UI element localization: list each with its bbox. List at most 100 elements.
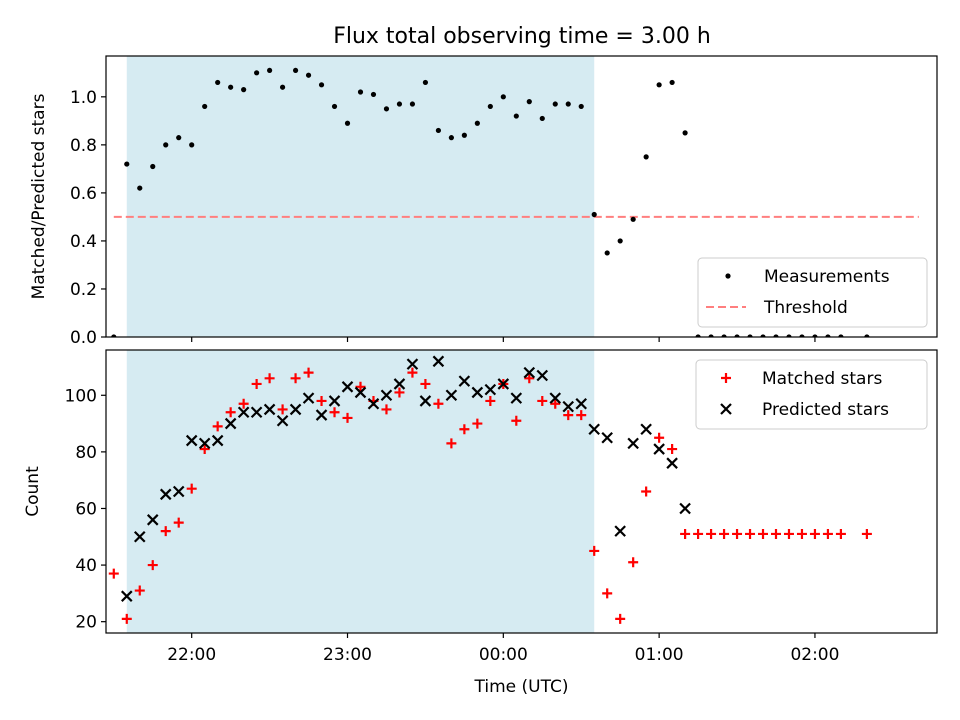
- measurement-point: [448, 135, 454, 141]
- matched-point: [420, 378, 431, 389]
- matched-point: [693, 528, 704, 539]
- matched-point: [446, 438, 457, 449]
- measurement-point: [825, 334, 831, 337]
- y-tick-label: 0.4: [70, 232, 97, 252]
- matched-point: [563, 410, 574, 421]
- matched-point: [433, 398, 444, 409]
- matched-point: [628, 557, 639, 568]
- measurement-point: [708, 334, 714, 337]
- matched-point: [511, 415, 522, 426]
- legend-box: [695, 359, 928, 430]
- predicted-point: [562, 400, 575, 413]
- measurement-point: [344, 120, 351, 126]
- y-tick-label: 0.6: [70, 184, 97, 204]
- x-tick-label: 22:00: [167, 645, 216, 665]
- measurement-point: [526, 99, 532, 105]
- y-tick-label: 80: [75, 443, 97, 463]
- matched-point: [277, 404, 288, 415]
- legend-label: Threshold: [763, 298, 848, 318]
- measurement-point: [630, 216, 636, 222]
- series-predicted-stars: [120, 355, 691, 602]
- measurement-point: [617, 238, 623, 244]
- measurement-point: [318, 82, 325, 88]
- measurement-point: [305, 72, 312, 78]
- x-axis-label: Time (UTC): [474, 677, 569, 697]
- predicted-point: [328, 395, 341, 407]
- x-tick-label: 02:00: [790, 645, 839, 665]
- predicted-point: [159, 488, 172, 501]
- predicted-point: [614, 525, 626, 537]
- predicted-point: [588, 423, 600, 436]
- measurement-point: [124, 161, 130, 167]
- matched-point: [770, 528, 781, 539]
- measurement-point: [591, 211, 597, 218]
- legend-marker-predicted: [720, 403, 732, 415]
- matched-point: [108, 568, 119, 579]
- predicted-point: [575, 397, 588, 410]
- predicted-point: [601, 431, 613, 444]
- measurement-point: [487, 103, 493, 110]
- measurement-point: [682, 130, 688, 136]
- predicted-point: [250, 406, 263, 419]
- predicted-point: [354, 386, 367, 399]
- measurement-point: [279, 84, 286, 90]
- predicted-point: [432, 355, 445, 368]
- matched-point: [329, 407, 340, 418]
- measurement-point: [370, 91, 377, 98]
- series-measurements: [111, 67, 870, 337]
- predicted-point: [666, 457, 678, 469]
- matched-point: [641, 486, 652, 497]
- predicted-point: [120, 590, 133, 602]
- legend: Measurements Threshold: [697, 257, 928, 328]
- measurement-point: [228, 84, 234, 90]
- y-tick-label: 0.2: [70, 280, 97, 300]
- matched-point: [316, 395, 327, 406]
- legend-box: [697, 257, 928, 328]
- predicted-point: [263, 403, 276, 416]
- matched-point: [290, 373, 301, 384]
- measurement-point: [773, 334, 779, 337]
- matched-point: [783, 528, 794, 539]
- predicted-point: [367, 397, 380, 410]
- observing-span: [126, 56, 595, 337]
- predicted-point: [510, 392, 523, 404]
- measurement-point: [552, 101, 558, 107]
- measurement-point: [539, 115, 545, 122]
- measurement-point: [838, 334, 844, 337]
- matched-point: [121, 613, 132, 624]
- measurement-point: [721, 334, 727, 337]
- matched-point: [199, 444, 210, 455]
- measurement-point: [734, 334, 740, 337]
- x-tick-label: 23:00: [323, 645, 372, 665]
- matched-point: [615, 613, 626, 624]
- matched-point: [342, 412, 353, 423]
- measurement-point: [409, 101, 416, 107]
- predicted-point: [172, 485, 185, 498]
- measurement-point: [500, 94, 506, 100]
- predicted-point: [549, 392, 562, 404]
- predicted-point: [640, 423, 652, 436]
- predicted-point: [536, 369, 549, 382]
- measurement-point: [396, 101, 403, 107]
- predicted-point: [653, 443, 665, 455]
- predicted-point: [133, 531, 146, 543]
- matched-point: [667, 444, 678, 455]
- matched-point: [654, 432, 665, 443]
- matched-point: [147, 560, 158, 571]
- y-tick-label: 0.8: [70, 136, 97, 156]
- matched-point: [459, 424, 470, 435]
- matched-point: [394, 387, 405, 398]
- predicted-point: [315, 409, 328, 421]
- plot-area: [108, 355, 872, 624]
- measurement-point: [202, 103, 208, 110]
- predicted-point: [406, 358, 419, 370]
- y-tick-label: 20: [75, 613, 97, 633]
- matched-point: [160, 526, 171, 537]
- measurement-point: [176, 135, 182, 141]
- measurement-point: [383, 106, 390, 112]
- predicted-point: [237, 406, 250, 419]
- measurement-point: [643, 154, 649, 160]
- matched-point: [173, 517, 184, 528]
- measurement-point: [578, 103, 584, 110]
- measurement-point: [137, 185, 143, 191]
